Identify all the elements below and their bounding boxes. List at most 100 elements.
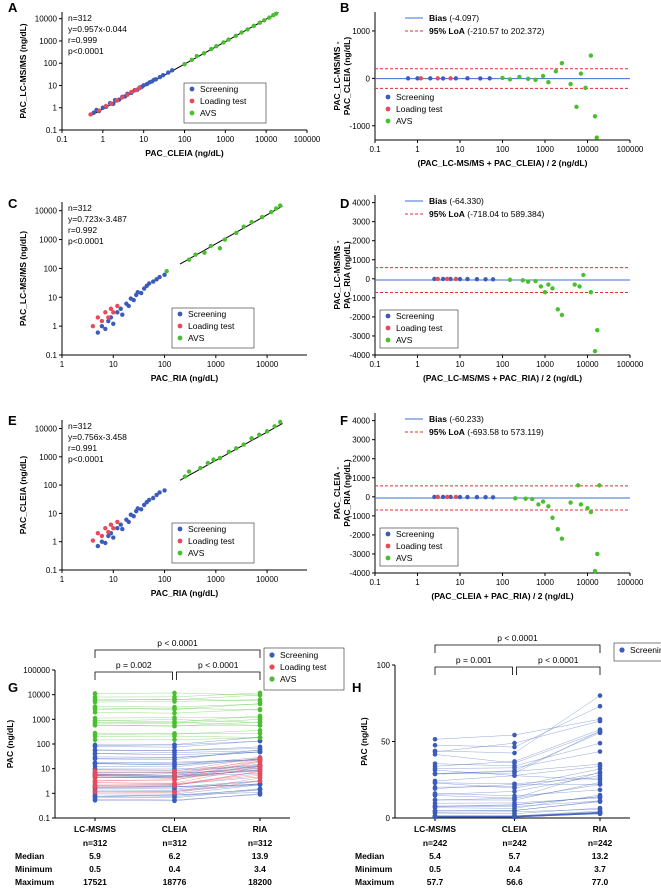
legend-label: Loading test [200, 96, 247, 106]
point-screening [597, 693, 603, 698]
point-screening [432, 791, 438, 796]
point-avs [257, 20, 263, 25]
y-tick-label: -4000 [350, 569, 371, 578]
y-tick-label: 1000 [352, 27, 370, 36]
point-screening [415, 76, 420, 81]
point-loading-test [103, 526, 108, 531]
point-avs [550, 286, 555, 291]
point-avs [597, 483, 602, 488]
point-screening [172, 742, 177, 747]
table-cell: 13.2 [592, 851, 609, 861]
x-tick-label: 100000 [617, 145, 644, 154]
point-avs [198, 465, 203, 471]
point-screening [597, 740, 603, 746]
point-screening [162, 488, 167, 493]
point-screening [512, 814, 517, 820]
stat-text: r=0.992 [68, 225, 97, 235]
point-screening [512, 793, 517, 799]
point-screening [512, 759, 517, 764]
point-screening [154, 492, 159, 498]
point-avs [588, 509, 594, 515]
paired-line-avs [94, 717, 261, 719]
legend-label: Loading test [396, 541, 443, 551]
point-screening [120, 312, 125, 317]
legend-box [183, 82, 267, 124]
legend-marker [385, 531, 391, 537]
point-avs [264, 429, 270, 434]
point-screening [111, 321, 116, 327]
point-screening [172, 795, 177, 801]
point-screening [483, 495, 488, 500]
point-screening [126, 519, 131, 525]
point-avs [568, 81, 573, 87]
point-screening [512, 781, 517, 787]
point-avs [595, 551, 600, 557]
paired-line-avs [94, 735, 261, 738]
point-screening [131, 513, 136, 519]
point-avs [172, 719, 177, 725]
legend-marker [177, 526, 183, 532]
x-tick-label: 1000 [536, 578, 554, 587]
paired-line-screening [434, 720, 601, 753]
table-cell: 3.7 [594, 864, 606, 874]
table-row-label: Minimum [15, 864, 53, 874]
y-tick-label: 10000 [28, 691, 51, 700]
x-tick-label: 10 [456, 360, 465, 369]
point-screening [106, 533, 111, 539]
point-screening [432, 736, 438, 742]
point-avs [530, 496, 535, 502]
point-screening [474, 494, 480, 500]
y-axis-label-line: PAC_CLEIA - [332, 467, 342, 520]
y-tick-label: 10 [48, 293, 57, 302]
point-avs [257, 719, 263, 725]
point-avs [245, 27, 250, 32]
legend-label-value: (-64.330) [447, 196, 484, 206]
y-axis-label: PAC_LC-MS/MS (ng/dL) [18, 231, 28, 326]
point-avs [249, 436, 254, 441]
point-loading-test [92, 789, 98, 795]
point-screening [487, 76, 492, 81]
point-loading-test [257, 758, 263, 764]
point-loading-test [96, 108, 102, 113]
significance-bracket [94, 649, 261, 658]
x-tick-label: 1 [415, 145, 420, 154]
point-screening [432, 780, 438, 786]
panel-label-B: B [340, 0, 349, 15]
paired-line-screening [94, 794, 261, 801]
point-avs [193, 252, 198, 257]
y-axis-label-line: PAC_RIA (ng/dL) [342, 459, 352, 527]
point-loading-test [172, 789, 177, 795]
point-screening [448, 494, 453, 500]
point-screening [512, 744, 517, 750]
y-tick-label: 100 [377, 661, 391, 670]
point-avs [205, 460, 211, 466]
table-cell: 0.4 [509, 864, 521, 874]
point-screening [597, 780, 603, 785]
point-avs [257, 735, 263, 741]
point-screening [103, 326, 108, 332]
point-screening [111, 535, 116, 540]
point-screening [465, 276, 470, 282]
x-tick-label: 10 [109, 575, 118, 584]
point-screening [597, 787, 603, 793]
legend-label: AVS [280, 674, 297, 684]
table-cell: n=242 [423, 838, 448, 848]
legend-label: Screening [396, 311, 435, 321]
point-screening [103, 540, 108, 546]
point-avs [259, 214, 265, 220]
point-screening [597, 764, 603, 769]
point-loading-test [453, 276, 459, 282]
x-tick-label: 10000 [576, 145, 599, 154]
point-avs [172, 715, 177, 720]
table-cell: n=312 [162, 838, 187, 848]
point-screening [405, 76, 411, 81]
legend-box [171, 307, 255, 349]
point-screening [597, 716, 603, 722]
y-tick-label: -4000 [350, 351, 371, 360]
point-avs [201, 51, 207, 56]
point-screening [120, 526, 125, 532]
point-avs [592, 568, 598, 574]
legend-label: Screening [200, 84, 239, 94]
point-loading-test [120, 95, 125, 100]
point-avs [257, 715, 263, 720]
